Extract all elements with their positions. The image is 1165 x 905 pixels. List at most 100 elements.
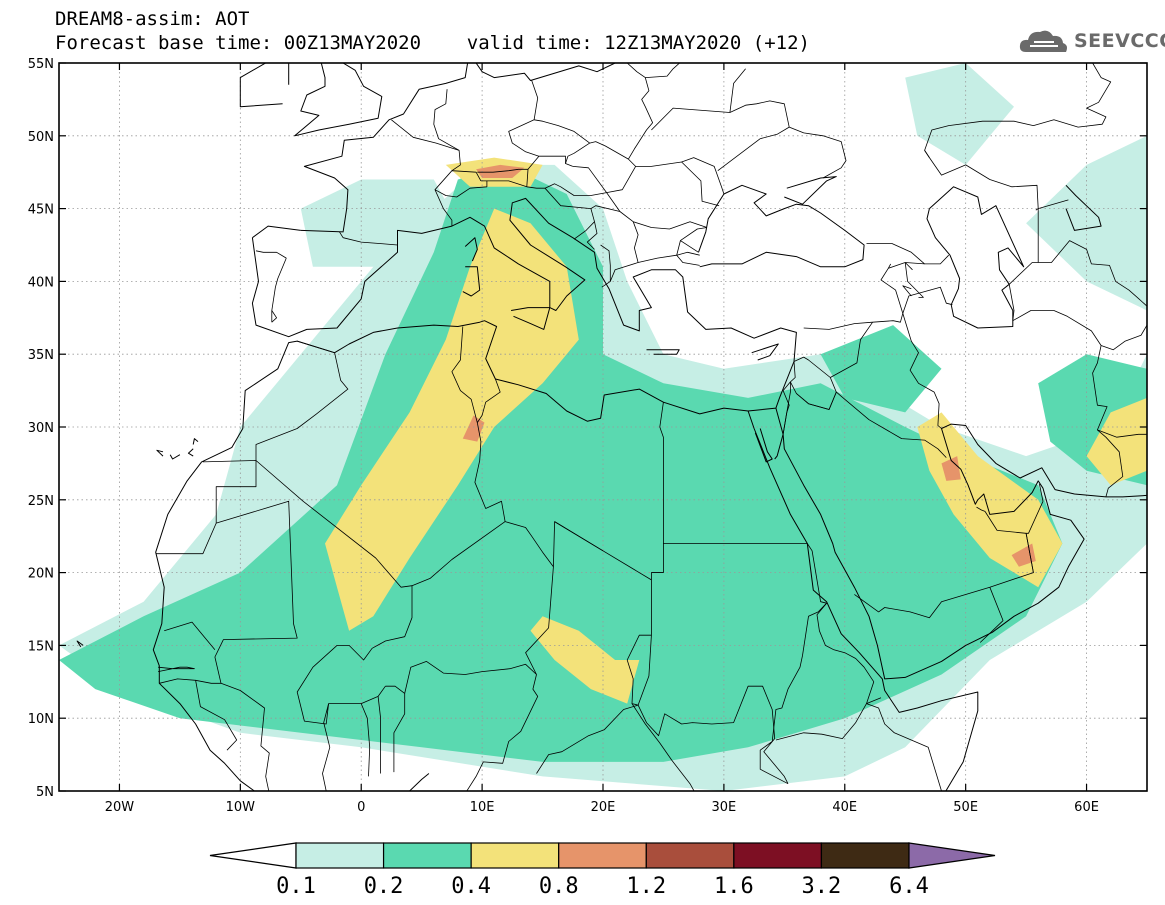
coastline	[76, 640, 84, 648]
country-border	[637, 685, 789, 784]
country-border	[565, 141, 629, 167]
country-border	[976, 506, 986, 512]
seevccc-logo: SEEVCCC	[1018, 26, 1165, 56]
colorbar-swatch	[558, 842, 647, 869]
colorbar-label: 0.8	[539, 874, 579, 899]
country-border	[536, 521, 652, 774]
latitude-axis: 5N 10N 15N 20N 25N 30N 35N 40N 45N 50N 55N	[28, 57, 1147, 800]
cloud-logo-icon	[1019, 30, 1067, 52]
country-border	[155, 460, 257, 555]
country-border	[360, 703, 371, 777]
country-border	[1012, 310, 1124, 498]
country-border	[854, 501, 1044, 619]
aot-region-13	[462, 415, 485, 442]
lon-tick-label: 20E	[591, 800, 616, 815]
lon-tick-label: 40E	[832, 800, 857, 815]
chart-title: DREAM8-assim: AOT	[55, 8, 250, 30]
country-border	[1008, 240, 1147, 307]
country-border	[681, 157, 725, 195]
lat-tick-label: 50N	[28, 130, 54, 145]
aot-region-2	[905, 63, 1014, 165]
country-border	[680, 227, 708, 241]
country-border	[536, 166, 607, 196]
lat-tick-label: 45N	[28, 203, 54, 218]
country-border	[451, 326, 478, 423]
country-border	[554, 521, 604, 552]
country-border	[339, 231, 398, 246]
country-border	[474, 378, 506, 522]
coastline	[192, 438, 199, 445]
country-border	[586, 221, 598, 250]
lat-tick-label: 30N	[28, 421, 54, 436]
country-border	[902, 286, 953, 314]
country-border	[880, 263, 904, 314]
country-border	[202, 460, 257, 463]
coastline	[774, 434, 784, 460]
aot-region-7	[325, 208, 579, 631]
country-border	[322, 703, 331, 791]
country-border	[480, 180, 537, 189]
colorbar-label: 0.4	[451, 874, 491, 899]
country-border	[527, 155, 566, 170]
country-border	[759, 543, 827, 785]
country-border	[164, 621, 216, 651]
coastline	[926, 186, 1025, 329]
colorbar-label: 1.2	[626, 874, 666, 899]
coastline	[152, 197, 797, 791]
country-border	[866, 703, 942, 791]
country-border	[645, 63, 681, 78]
aot-region-3	[1026, 135, 1147, 311]
coastline	[475, 63, 616, 81]
country-border	[796, 391, 947, 458]
country-border	[385, 685, 406, 773]
country-border	[984, 511, 1027, 534]
country-border	[377, 696, 382, 774]
country-border	[271, 257, 287, 323]
lon-tick-label: 30E	[712, 800, 737, 815]
forecast-time-line: Forecast base time: 00Z13MAY2020 valid t…	[55, 32, 810, 54]
colorbar-swatch	[295, 842, 385, 869]
colorbar-label: 3.2	[802, 874, 842, 899]
colorbar-low-arrow	[209, 842, 297, 869]
logo-text: SEEVCCC	[1074, 30, 1165, 52]
lat-tick-label: 20N	[28, 567, 54, 582]
lon-tick-label: 10E	[470, 800, 495, 815]
lat-tick-label: 5N	[36, 785, 54, 800]
country-border	[391, 119, 461, 172]
country-border	[830, 321, 873, 378]
coastline	[462, 266, 481, 297]
coastline	[187, 448, 194, 457]
country-border	[544, 187, 595, 240]
country-border	[904, 262, 924, 298]
country-border	[606, 192, 639, 263]
lat-tick-label: 25N	[28, 494, 54, 509]
country-border	[255, 460, 413, 725]
coastline	[156, 449, 164, 457]
colorbar-swatch	[733, 842, 823, 869]
country-border	[924, 63, 1112, 158]
colorbar-label: 0.1	[276, 874, 316, 899]
country-border	[477, 168, 529, 187]
country-border	[590, 205, 620, 212]
coastline	[252, 225, 301, 239]
lat-tick-label: 10N	[28, 712, 54, 727]
country-border	[504, 521, 554, 675]
country-border	[600, 244, 611, 282]
country-border	[631, 703, 695, 791]
coastline	[409, 773, 430, 791]
lat-tick-label: 15N	[28, 639, 54, 654]
country-border	[924, 150, 1039, 211]
coastline	[1065, 184, 1102, 231]
country-border	[1008, 284, 1015, 321]
country-border	[902, 285, 912, 297]
colorbar-swatch	[645, 842, 735, 869]
coastline	[747, 410, 979, 791]
aot-region-1	[300, 179, 458, 267]
country-border	[411, 521, 506, 587]
aot-region-14	[941, 456, 961, 481]
colorbar-high-arrow	[908, 842, 996, 869]
country-border	[989, 587, 1004, 621]
colorbar: 0.1 0.2 0.4 0.8 1.2 1.6 3.2 6.4	[209, 842, 996, 899]
lon-tick-label: 50E	[953, 800, 978, 815]
coastline	[169, 454, 181, 460]
